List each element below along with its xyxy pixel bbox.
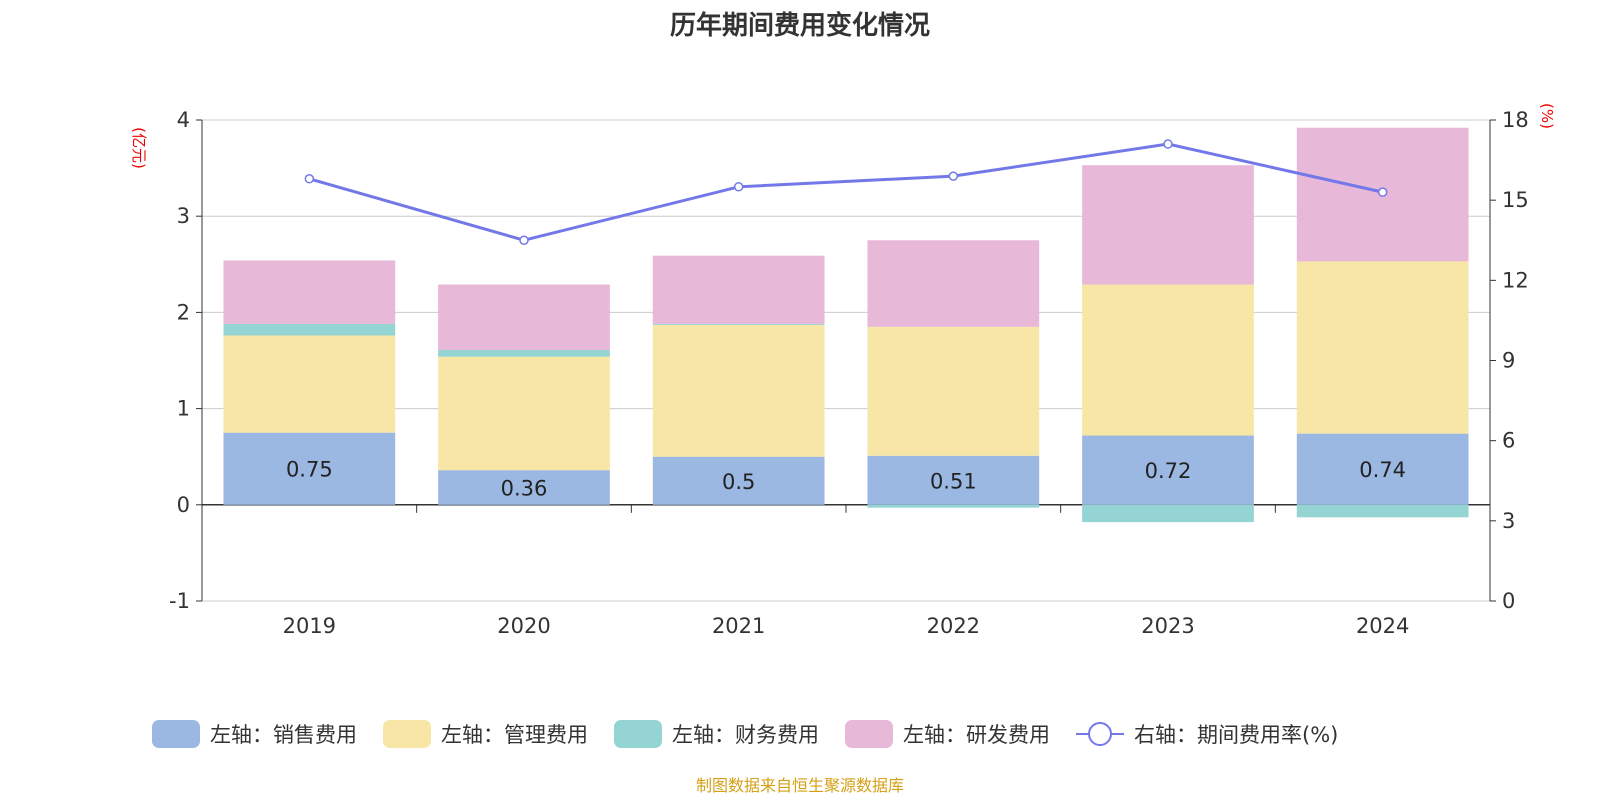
legend: 左轴：销售费用 左轴：管理费用 左轴：财务费用 左轴：研发费用 右轴：期间费用率(%) <box>152 720 1338 748</box>
bars <box>223 127 1469 523</box>
left-tick-label: 3 <box>177 204 190 228</box>
x-tick-label: 2019 <box>283 614 336 638</box>
bar-segment <box>1082 435 1254 505</box>
bar-segment <box>652 323 825 325</box>
axes: 4 3 2 1 0 -1 18 15 12 9 6 3 0 2019 2020 2021 2022 2023 202… <box>169 108 1529 638</box>
chart-title: 历年期间费用变化情况 <box>670 10 930 41</box>
bar-segment <box>1296 261 1469 434</box>
legend-marker <box>1088 722 1112 746</box>
rate-point <box>733 182 744 192</box>
right-tick-label: 9 <box>1502 349 1515 373</box>
x-tick-label: 2020 <box>497 614 550 638</box>
rate-line-path <box>308 142 1383 242</box>
legend-swatch <box>845 720 893 748</box>
data-label: 0.36 <box>501 476 548 500</box>
legend-swatch <box>152 720 200 748</box>
data-source: 制图数据来自恒生聚源数据库 <box>696 776 904 795</box>
bar-segment <box>652 324 825 457</box>
legend-swatch <box>383 720 431 748</box>
data-label: 0.5 <box>722 470 755 494</box>
x-tick-label: 2024 <box>1356 614 1409 638</box>
bar-segment <box>1082 284 1254 436</box>
bar-segment <box>1082 504 1254 523</box>
left-tick-label: 4 <box>177 108 190 132</box>
right-tick-label: 15 <box>1502 188 1529 212</box>
legend-swatch <box>614 720 662 748</box>
left-axis-unit: (亿元) <box>130 127 148 169</box>
right-tick-label: 0 <box>1502 589 1515 613</box>
data-label: 0.74 <box>1359 458 1406 482</box>
legend-label: 左轴：销售费用 <box>210 723 357 747</box>
legend-label: 左轴：管理费用 <box>441 723 588 747</box>
bar-segment <box>652 255 825 324</box>
rate-point <box>1163 139 1173 149</box>
bar-segment <box>867 240 1040 327</box>
right-tick-label: 3 <box>1502 509 1515 533</box>
bar-segment <box>867 326 1040 456</box>
right-tick-label: 12 <box>1502 268 1529 292</box>
right-tick-label: 18 <box>1502 108 1529 132</box>
bar-segment <box>223 323 396 336</box>
x-tick-label: 2023 <box>1141 614 1194 638</box>
rate-point <box>1377 187 1388 197</box>
data-label: 0.51 <box>930 469 977 493</box>
bar-segment <box>867 504 1040 508</box>
bar-segment <box>223 432 396 505</box>
left-tick-label: -1 <box>169 589 190 613</box>
bar-segment <box>1082 165 1254 285</box>
legend-label: 右轴：期间费用率(%) <box>1134 723 1338 747</box>
right-axis-unit: (%) <box>1538 103 1556 129</box>
data-label: 0.72 <box>1145 459 1192 483</box>
left-tick-label: 0 <box>177 493 190 517</box>
bar-segment <box>223 260 396 324</box>
x-tick-label: 2022 <box>927 614 980 638</box>
bar-segment <box>1296 504 1469 518</box>
left-tick-label: 2 <box>177 300 190 324</box>
x-tick-label: 2021 <box>712 614 765 638</box>
legend-label: 左轴：财务费用 <box>672 723 819 747</box>
bar-segment <box>438 349 610 357</box>
bar-segment <box>438 284 610 350</box>
rate-point <box>519 235 529 245</box>
rate-point <box>948 171 959 181</box>
data-labels: 0.75 0.36 0.5 0.51 0.72 0.74 <box>286 458 1406 501</box>
bar-segment <box>1296 433 1469 505</box>
right-tick-label: 6 <box>1502 429 1515 453</box>
rate-point <box>304 174 315 184</box>
left-tick-label: 1 <box>177 397 190 421</box>
bar-segment <box>223 335 396 433</box>
data-label: 0.75 <box>286 458 333 482</box>
bar-segment <box>652 456 825 505</box>
legend-label: 左轴：研发费用 <box>903 723 1050 747</box>
bar-segment <box>438 356 610 471</box>
bar-segment <box>438 470 610 505</box>
rate-line <box>304 139 1388 245</box>
bar-segment <box>867 455 1040 505</box>
